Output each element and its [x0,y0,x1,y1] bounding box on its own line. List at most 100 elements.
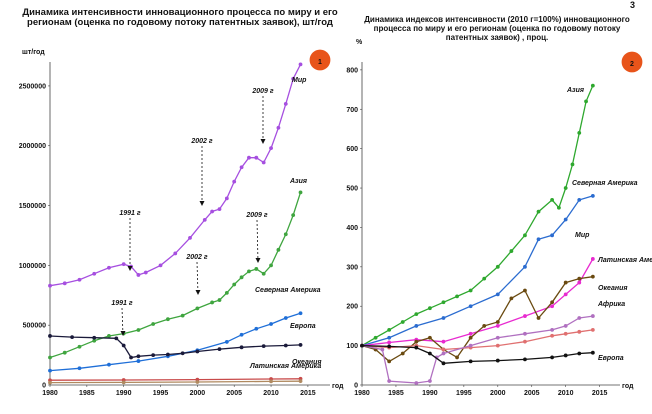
data-point [550,197,555,202]
series-2-2: Мир [360,232,595,348]
data-point [387,379,392,383]
y-tick-label: 600 [346,146,358,153]
data-point [495,335,500,340]
series-1-1: Азия [48,178,307,360]
data-point [48,355,52,360]
x-tick-label: 1995 [456,390,472,397]
series-label: Океания [598,285,628,292]
annotation-arrow-head [195,290,201,295]
data-point [239,332,244,337]
y-tick-label: 400 [346,225,358,232]
data-point [550,233,555,238]
data-point [247,269,251,274]
data-point [195,380,200,384]
data-point [482,324,487,328]
badge-circle [308,48,332,72]
data-point [254,267,259,271]
data-point [400,351,405,356]
y-tick-label: 300 [346,264,358,271]
annotation: 2002 г [185,254,208,295]
y-tick-label: 500 [346,186,358,193]
data-point [298,311,303,316]
data-point [261,160,266,165]
chart-1: 0 500000 1000000 1500000 2000000 2500000 1980 1… [19,48,344,397]
data-point [577,280,582,285]
data-point [523,264,527,269]
x-axis-label: год [332,383,344,390]
data-point [509,296,514,301]
x-tick-label: 1980 [354,390,370,397]
series-label: Европа [598,355,624,362]
series-label: Северная Америка [255,287,321,294]
data-point [482,276,487,281]
annotation-label: 2002 г [190,138,213,145]
chart-1-title: Динамика интенсивности инновационного пр… [22,7,338,29]
data-point [180,313,185,318]
data-point [224,196,229,201]
data-point [77,344,82,349]
series-label: Латинская Америка [249,363,321,370]
y-tick-label: 0 [42,383,46,390]
annotation: 2002 г [190,138,213,206]
data-point [523,233,527,238]
data-point [584,99,588,104]
data-point [441,316,446,320]
data-point [427,351,432,356]
data-point [261,344,266,349]
data-point [261,271,266,276]
data-point [468,335,473,340]
y-tick-label: 1000000 [19,263,46,270]
annotation-arrow-line [256,219,259,263]
data-point [380,347,385,352]
data-point [414,381,419,385]
annotation-arrow-line [196,261,199,295]
data-point [121,262,126,267]
data-point [414,324,419,328]
data-point [523,357,527,362]
data-point [298,379,303,384]
series-line [361,85,594,347]
data-point [590,350,595,355]
data-point [173,251,178,256]
data-point [298,190,303,195]
series-1-2: Северная Америка [48,287,321,373]
data-point [387,335,392,340]
series-label: Мир [292,77,307,84]
annotation: 1991 г [111,300,133,336]
series-2-6: Европа [360,343,624,366]
x-tick-label: 2010 [558,390,574,397]
data-point [180,351,185,356]
x-tick-label: 1980 [42,390,58,397]
data-point [232,179,237,184]
data-point [217,298,222,302]
annotation-arrow-head [199,201,205,206]
data-point [441,361,446,366]
data-point [590,274,595,279]
data-point [563,217,568,222]
data-point [427,335,432,340]
x-tick-label: 2010 [263,390,279,397]
data-point [536,209,541,214]
data-point [523,339,527,344]
annotation-label: 2009 г [251,88,274,95]
annotation-arrow-head [260,139,266,144]
series-1-0: Мир [48,62,307,288]
data-point [165,352,170,357]
chart-badge: 1 [308,48,332,72]
data-point [577,276,582,281]
annotation-label: 2009 г [245,212,268,219]
data-point [136,359,141,363]
data-point [577,197,582,202]
data-point [48,380,52,385]
series-label: Азия [289,178,307,185]
data-point [590,257,595,261]
data-point [121,380,126,385]
y-tick-label: 2500000 [19,83,46,90]
data-point [495,320,500,324]
data-point [276,125,281,130]
data-point [387,359,392,364]
data-point [48,368,52,373]
data-point [136,328,141,332]
data-point [387,340,392,345]
x-tick-label: 1985 [388,390,404,397]
